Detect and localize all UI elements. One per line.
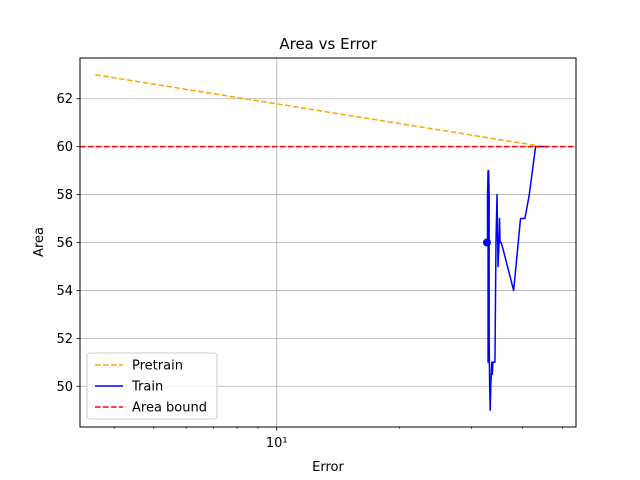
legend-label: Pretrain — [132, 359, 183, 374]
legend-label: Train — [131, 380, 163, 395]
series-line-train — [486, 145, 550, 411]
legend-label: Area bound — [132, 401, 207, 416]
y-tick-label: 50 — [56, 380, 73, 395]
y-tick-label: 56 — [56, 236, 73, 251]
y-tick-label: 54 — [56, 284, 73, 299]
y-tick-label: 62 — [56, 92, 73, 107]
y-tick-label: 52 — [56, 332, 73, 347]
series-line-pretrain — [95, 74, 544, 148]
y-tick-label: 60 — [56, 140, 73, 155]
legend: Pretrain Train Area bound — [86, 352, 218, 420]
x-tick-label: 10¹ — [266, 436, 288, 451]
x-axis-title: Error — [312, 460, 344, 475]
y-tick-label: 58 — [56, 188, 73, 203]
tick-layer: 50 52 54 56 58 60 62 10¹ — [56, 92, 563, 451]
highlight-point — [482, 238, 491, 247]
legend-box — [86, 352, 218, 420]
y-axis-title: Area — [32, 227, 47, 257]
series-layer — [80, 74, 576, 411]
chart-title: Area vs Error — [279, 35, 377, 53]
